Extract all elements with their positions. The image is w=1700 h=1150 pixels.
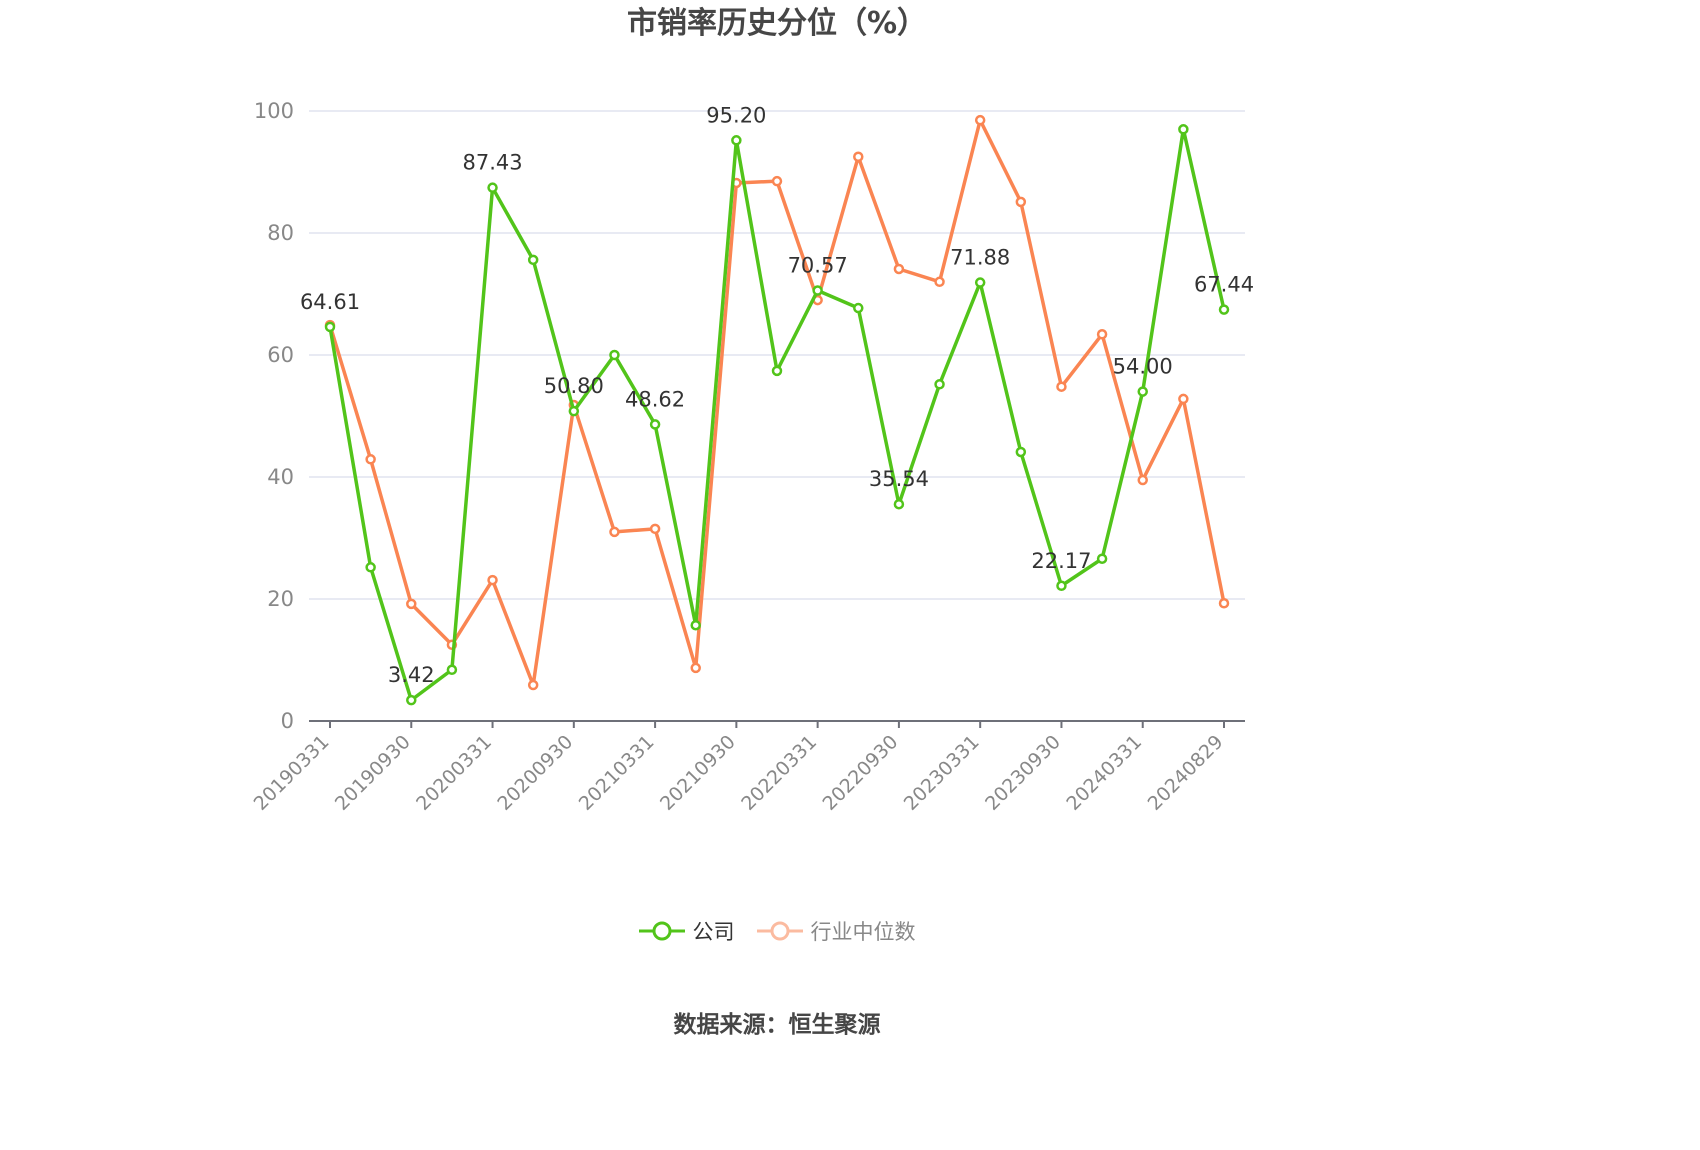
data-label: 50.80 (544, 374, 604, 398)
x-tick-label: 20190930 (331, 731, 415, 815)
data-point[interactable] (771, 175, 783, 187)
data-point[interactable] (853, 302, 864, 314)
x-axis: 2019033120190930202003312020093020210331… (250, 720, 1245, 815)
data-point[interactable] (974, 277, 986, 288)
y-tick-label: 0 (281, 709, 294, 733)
data-point[interactable] (1137, 474, 1148, 486)
data-source-note: 数据来源：恒生聚源 (673, 1012, 881, 1038)
data-point[interactable] (649, 523, 661, 535)
x-tick-label: 20190331 (250, 731, 334, 815)
data-point[interactable] (853, 151, 864, 162)
data-point[interactable] (1178, 124, 1189, 135)
data-point[interactable] (1015, 196, 1027, 208)
data-point[interactable] (974, 114, 986, 126)
x-tick-label: 20230331 (900, 731, 984, 815)
data-label: 87.43 (462, 151, 522, 175)
data-point[interactable] (446, 664, 458, 676)
data-point[interactable] (893, 263, 905, 275)
x-tick-label: 20220930 (818, 731, 902, 815)
data-point[interactable] (690, 662, 701, 674)
data-labels: 64.61 3.42 87.43 50.80 48.62 95.20 70.57 35.54 7… (300, 103, 1254, 687)
data-point[interactable] (365, 562, 376, 573)
legend-item-company[interactable]: 公司 (638, 916, 735, 946)
data-point[interactable] (406, 694, 417, 706)
legend-item-industry-median[interactable]: 行业中位数 (756, 916, 916, 946)
data-point[interactable] (1056, 381, 1067, 392)
data-point[interactable] (609, 526, 620, 538)
data-label: 71.88 (950, 246, 1010, 270)
data-label: 95.20 (706, 103, 766, 127)
series-company[interactable] (324, 124, 1230, 706)
line-circle-marker-icon (756, 921, 803, 941)
data-point[interactable] (1178, 393, 1189, 405)
y-tick-label: 100 (254, 99, 294, 123)
series-industry-median[interactable] (324, 114, 1230, 691)
x-tick-label: 20230930 (981, 731, 1065, 815)
data-point[interactable] (649, 419, 661, 430)
data-point[interactable] (568, 405, 580, 417)
data-label: 67.44 (1194, 273, 1254, 297)
data-point[interactable] (812, 285, 823, 296)
grid-lines (309, 110, 1245, 600)
data-point[interactable] (934, 276, 945, 288)
chart-title: 市销率历史分位（%） (626, 6, 928, 41)
legend-label-company: 公司 (692, 920, 735, 944)
legend: 公司 行业中位数 (0, 916, 1554, 946)
data-label: 22.17 (1031, 549, 1091, 573)
y-tick-label: 40 (267, 465, 294, 489)
x-tick-label: 20210331 (575, 731, 659, 815)
x-tick-label: 20240331 (1062, 731, 1146, 815)
y-tick-label: 80 (267, 221, 294, 245)
y-tick-label: 20 (267, 587, 294, 611)
data-point[interactable] (487, 574, 498, 586)
data-point[interactable] (690, 619, 701, 631)
data-point[interactable] (406, 598, 417, 610)
data-label: 48.62 (625, 387, 685, 411)
data-point[interactable] (1218, 598, 1230, 609)
data-point[interactable] (365, 454, 376, 465)
data-point[interactable] (527, 254, 539, 266)
data-point[interactable] (1096, 553, 1108, 564)
y-axis-labels: 0 20 40 60 80 100 (254, 99, 294, 733)
data-point[interactable] (527, 679, 539, 691)
x-tick-label: 20200331 (412, 731, 496, 815)
data-point[interactable] (1015, 446, 1027, 458)
x-tick-label: 20240829 (1144, 731, 1228, 815)
data-point[interactable] (1096, 329, 1108, 340)
data-point[interactable] (1137, 386, 1148, 397)
data-label: 54.00 (1113, 355, 1173, 379)
data-point[interactable] (609, 349, 620, 361)
data-point[interactable] (934, 379, 945, 390)
y-tick-label: 60 (267, 343, 294, 367)
data-point[interactable] (771, 365, 783, 377)
data-point[interactable] (324, 321, 336, 333)
data-label: 35.54 (869, 467, 929, 491)
data-point[interactable] (1056, 580, 1067, 592)
data-label: 70.57 (788, 254, 848, 278)
data-point[interactable] (893, 498, 905, 510)
data-label: 3.42 (388, 663, 435, 687)
data-point[interactable] (487, 182, 498, 193)
x-tick-label: 20200930 (493, 731, 577, 815)
data-point[interactable] (1218, 304, 1230, 315)
x-tick-label: 20220331 (737, 731, 821, 815)
data-point[interactable] (731, 135, 742, 146)
legend-label-industry-median: 行业中位数 (810, 920, 916, 944)
x-tick-label: 20210930 (656, 731, 740, 815)
line-circle-marker-icon (638, 921, 685, 941)
data-label: 64.61 (300, 290, 360, 314)
